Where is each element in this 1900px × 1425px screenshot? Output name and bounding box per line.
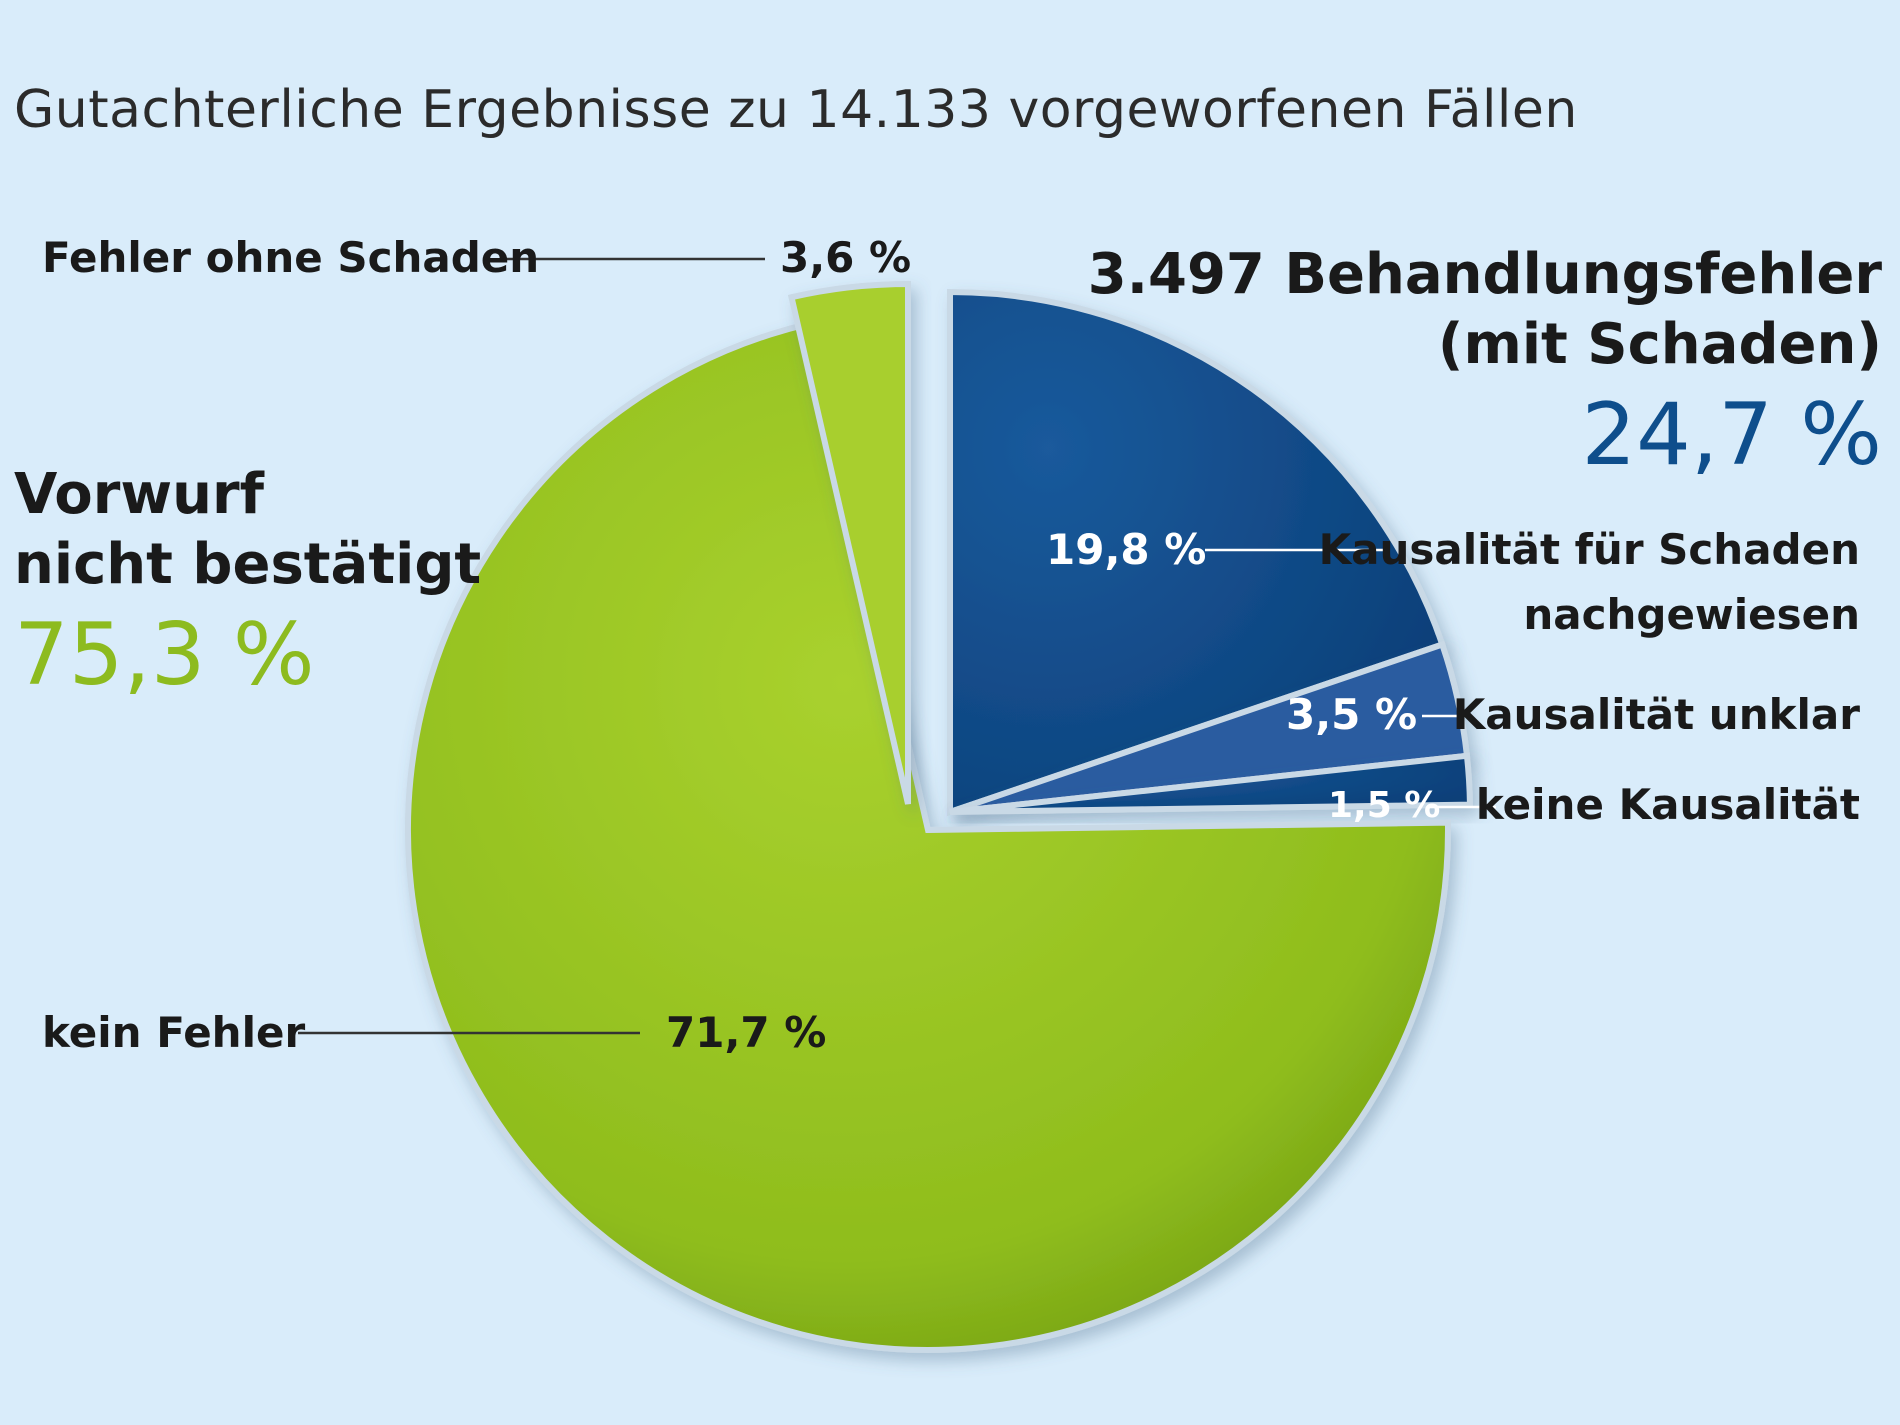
group-label-not-confirmed-line2: nicht bestätigt — [14, 532, 482, 597]
slice-value-fehler-ohne-schaden: 3,6 % — [780, 233, 912, 282]
group-label-confirmed-line2: (mit Schaden) — [1437, 312, 1882, 377]
slice-label-kein-fehler: kein Fehler — [42, 1008, 306, 1057]
slice-label-kausalitaet-nachgewiesen-line2: nachgewiesen — [1523, 590, 1860, 639]
slice-label-kausalitaet-unklar: Kausalität unklar — [1452, 690, 1860, 739]
group-label-confirmed-line1: 3.497 Behandlungsfehler — [1087, 242, 1882, 307]
slice-kausalitaet-nachgewiesen — [947, 288, 1447, 817]
slice-label-fehler-ohne-schaden: Fehler ohne Schaden — [42, 233, 540, 282]
slice-kein-fehler — [405, 319, 1451, 1353]
slice-fehler-ohne-schaden — [787, 280, 911, 805]
group-percent-not-confirmed: 75,3 % — [14, 605, 315, 705]
group-label-not-confirmed-line1: Vorwurf — [14, 462, 264, 527]
slice-label-keine-kausalitaet: keine Kausalität — [1475, 780, 1860, 829]
chart-title: Gutachterliche Ergebnisse zu 14.133 vorg… — [14, 80, 1578, 140]
slice-value-keine-kausalitaet: 1,5 % — [1328, 785, 1441, 826]
slice-keine-kausalitaet — [949, 752, 1473, 815]
slice-label-kausalitaet-nachgewiesen-line1: Kausalität für Schaden — [1318, 525, 1860, 574]
slice-value-kein-fehler: 71,7 % — [666, 1008, 827, 1057]
slice-value-kausalitaet-unklar: 3,5 % — [1286, 690, 1418, 739]
slice-value-kausalitaet-nachgewiesen: 19,8 % — [1046, 525, 1207, 574]
group-percent-confirmed: 24,7 % — [1581, 385, 1882, 485]
